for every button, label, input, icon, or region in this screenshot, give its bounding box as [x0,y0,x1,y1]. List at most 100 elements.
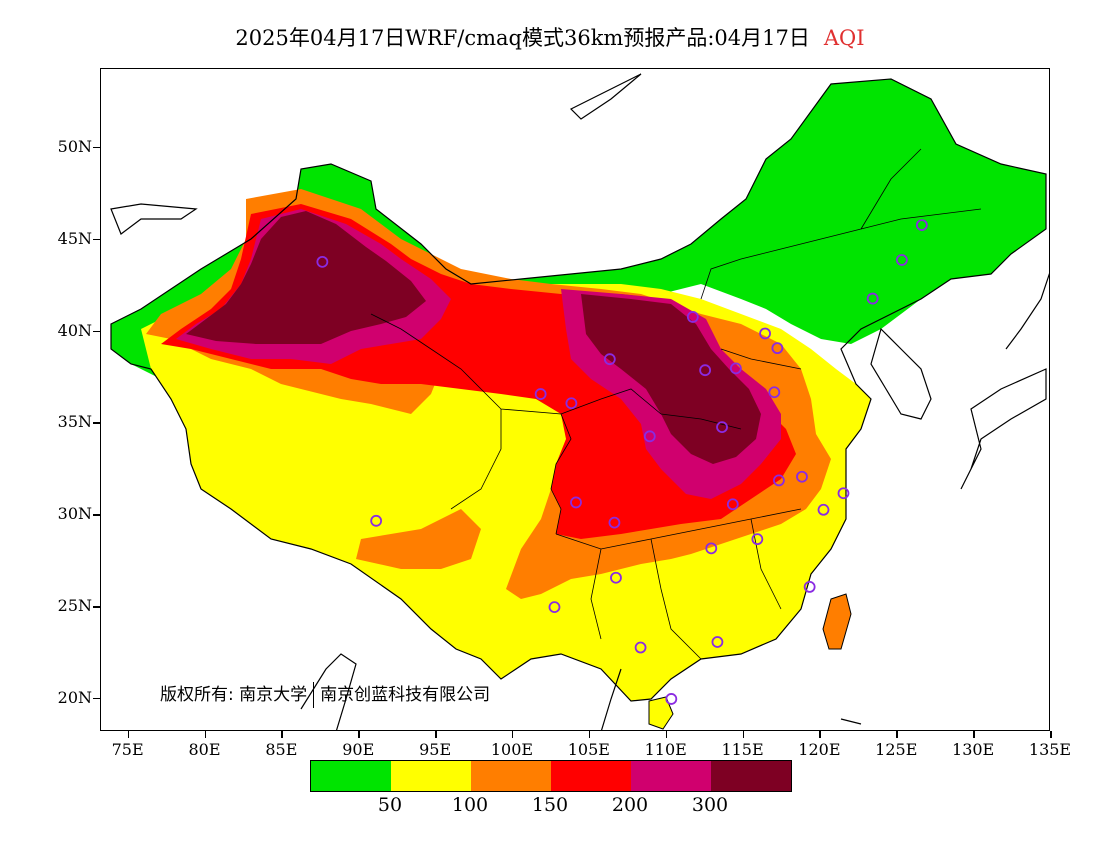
lon-tick [588,731,591,738]
lat-tick [93,606,100,608]
city-marker [699,364,712,377]
japan-coast [960,273,1049,490]
lon-tick [435,731,437,738]
lat-label: 50N [57,136,92,156]
lat-tick [93,330,100,333]
province-lines [370,148,982,660]
city-marker [711,636,724,648]
south-asia-coast [300,653,862,730]
lon-tick [973,731,975,738]
hainan-region [648,696,674,730]
lon-tick [896,731,898,738]
city-marker [803,581,816,593]
china-border [110,78,1047,702]
legend-swatch [711,761,791,791]
city-marker [705,542,718,555]
lat-tick [93,514,100,516]
legend-swatch [471,761,551,791]
copyright-part-1: 版权所有: 南京大学 [160,685,308,705]
lat-tick [93,146,100,149]
legend-swatch [311,761,391,791]
lon-tick [742,731,745,738]
city-marker [610,571,622,584]
aqi-band-hazardous [186,211,761,464]
lon-tick [281,731,283,738]
legend-label: 200 [611,794,649,816]
lake-baikal [569,73,642,120]
legend-label: 150 [531,794,569,816]
title-text: 2025年04月17日WRF/cmaq模式36km预报产品:04月17日 [235,26,810,50]
city-marker [634,641,647,654]
lon-tick [127,731,130,738]
legend-label: 50 [377,794,403,816]
city-marker [773,474,785,487]
lat-label: 35N [57,412,92,432]
city-marker [837,487,850,500]
lon-label: 110E [644,740,687,759]
color-legend [310,760,792,792]
city-marker [643,430,656,443]
city-marker [570,496,582,509]
copyright-notice: 版权所有: 南京大学 南京创蓝科技有限公司 [160,680,490,708]
legend-swatch [391,761,471,791]
lon-label: 135E [1028,740,1072,759]
city-marker [817,503,830,516]
lon-label: 80E [188,740,221,759]
city-marker [866,292,879,305]
aqi-map [110,73,1049,730]
lon-tick [358,731,360,738]
lat-label: 25N [57,596,92,616]
lat-tick [93,422,100,424]
copyright-separator [313,682,315,708]
lon-label: 125E [875,740,918,759]
city-marker [686,311,699,323]
city-marker [771,342,784,355]
city-marker [370,514,383,527]
city-marker [603,353,616,366]
city-marker [716,421,728,434]
aqi-field [111,79,1046,730]
city-marker [665,693,678,705]
city-marker [796,470,808,483]
lon-tick [1050,731,1052,738]
lon-label: 95E [419,740,452,759]
lon-label: 90E [342,740,375,759]
city-marker [915,219,928,232]
title-product: AQI [823,26,865,50]
copyright-part-2: 南京创蓝科技有限公司 [320,685,491,705]
lon-label: 115E [721,740,764,759]
taiwan-region [822,593,852,650]
city-marker [729,362,742,375]
lon-label: 120E [798,740,841,759]
map-title: 2025年04月17日WRF/cmaq模式36km预报产品:04月17日 AQI [0,22,1100,52]
city-marker [608,516,621,529]
lat-tick [93,238,100,241]
lon-tick [665,731,668,738]
lon-label: 130E [952,740,995,759]
city-marker [548,601,561,614]
city-markers [316,219,928,705]
city-marker [316,255,329,268]
city-marker [565,397,578,410]
legend-label: 300 [691,794,729,816]
boundary-lines [110,73,1049,730]
city-marker [768,386,781,399]
city-marker [895,254,908,266]
city-marker [751,533,764,546]
legend-label: 100 [451,794,489,816]
legend-swatch [631,761,711,791]
lon-label: 75E [111,740,144,759]
korea-coast [870,327,932,420]
city-marker [759,327,771,340]
lat-tick [93,697,100,700]
lat-label: 40N [57,320,92,340]
lon-label: 85E [265,740,298,759]
city-marker [726,498,739,511]
kazakh-coast [110,203,198,235]
lat-label: 30N [57,504,92,524]
legend-swatch [551,761,631,791]
city-marker [534,388,547,400]
lon-tick [204,731,207,738]
lat-label: 20N [57,687,92,707]
lon-label: 105E [567,740,610,759]
